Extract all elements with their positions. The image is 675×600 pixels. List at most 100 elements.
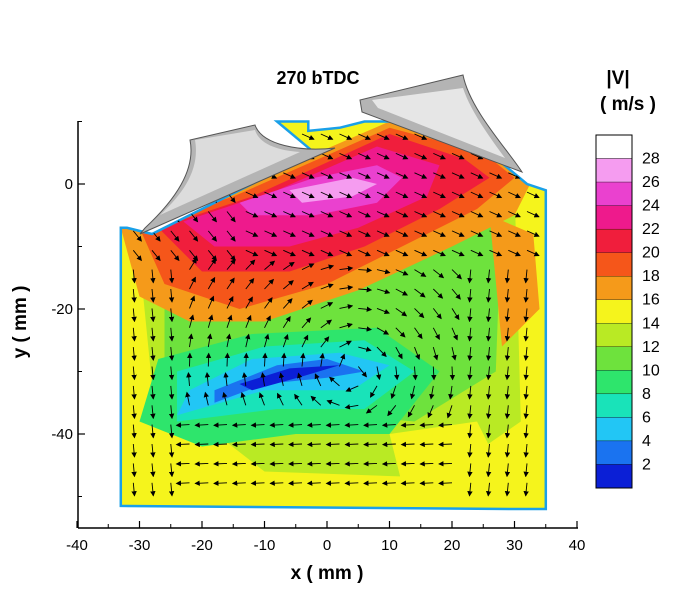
velocity-vector xyxy=(150,288,156,303)
velocity-vector xyxy=(226,258,236,270)
velocity-vector xyxy=(283,230,296,237)
velocity-vector xyxy=(283,191,296,199)
velocity-vector xyxy=(414,133,428,140)
velocity-vector xyxy=(194,461,209,467)
colorbar-label: 24 xyxy=(642,198,660,215)
velocity-vector xyxy=(489,172,503,179)
velocity-vector xyxy=(151,191,161,204)
velocity-vector xyxy=(485,327,492,342)
velocity-vector xyxy=(301,299,313,309)
velocity-vector xyxy=(414,152,428,160)
velocity-vector xyxy=(213,422,228,428)
velocity-vector xyxy=(358,211,371,218)
velocity-vector xyxy=(376,191,390,199)
colorbar-swatch xyxy=(595,323,633,347)
velocity-vector xyxy=(429,385,435,400)
velocity-vector xyxy=(264,260,276,270)
velocity-vector xyxy=(283,249,296,257)
velocity-vector xyxy=(339,211,353,218)
speed-region-4 xyxy=(214,359,365,403)
velocity-vector xyxy=(526,249,540,257)
velocity-vector xyxy=(150,463,156,478)
velocity-vector xyxy=(301,249,315,257)
velocity-vector xyxy=(451,152,465,160)
velocity-vector xyxy=(485,482,492,497)
velocity-vector xyxy=(203,391,209,406)
colorbar-swatch xyxy=(595,181,633,206)
velocity-vector xyxy=(131,385,137,400)
velocity-vector xyxy=(339,230,353,237)
velocity-vector xyxy=(320,283,334,290)
colorbar-label: 20 xyxy=(642,245,660,262)
velocity-vector xyxy=(226,295,234,309)
velocity-vector xyxy=(222,391,228,406)
velocity-vector xyxy=(207,211,217,223)
velocity-vector xyxy=(470,172,484,179)
velocity-vector xyxy=(131,308,137,323)
velocity-vector xyxy=(339,285,354,291)
velocity-vector xyxy=(395,288,408,296)
velocity-vector xyxy=(250,422,265,428)
velocity-vector xyxy=(175,461,190,467)
colorbar-label: 16 xyxy=(642,292,660,309)
velocity-vector xyxy=(358,249,371,257)
velocity-vector xyxy=(320,191,334,199)
velocity-vector xyxy=(485,405,492,420)
velocity-vector xyxy=(358,152,371,160)
velocity-vector xyxy=(213,480,228,486)
colorbar-label: 28 xyxy=(642,151,660,168)
velocity-vector xyxy=(504,463,511,478)
velocity-vector xyxy=(470,152,484,160)
velocity-vector xyxy=(245,277,255,290)
velocity-vector xyxy=(504,269,511,284)
velocity-vector xyxy=(283,172,296,179)
velocity-vector xyxy=(151,250,161,262)
velocity-vector xyxy=(168,424,175,439)
velocity-vector xyxy=(414,269,427,277)
velocity-vector xyxy=(504,424,511,439)
velocity-vector xyxy=(376,269,391,275)
velocity-vector xyxy=(504,366,511,381)
velocity-vector xyxy=(504,385,511,400)
x-tick-label: -10 xyxy=(254,537,276,554)
velocity-vector xyxy=(168,288,175,303)
velocity-vector xyxy=(264,297,273,309)
x-axis-label: x ( mm ) xyxy=(291,563,364,584)
velocity-vector xyxy=(485,366,492,381)
velocity-vector xyxy=(170,172,180,184)
y-axis-label: y ( mm ) xyxy=(10,286,31,359)
velocity-vector xyxy=(438,422,453,428)
velocity-vector xyxy=(344,422,359,428)
velocity-vector xyxy=(170,230,180,242)
velocity-vector xyxy=(150,424,156,439)
velocity-vector xyxy=(449,366,456,381)
y-tick-label: -40 xyxy=(51,426,73,443)
velocity-vector xyxy=(470,191,484,199)
velocity-vector xyxy=(151,172,161,184)
velocity-vector xyxy=(226,314,233,328)
velocity-vector xyxy=(170,133,180,145)
velocity-vector xyxy=(320,336,330,348)
velocity-vector xyxy=(224,352,231,367)
velocity-vector xyxy=(489,230,503,237)
velocity-vector xyxy=(523,463,529,478)
velocity-vector xyxy=(245,249,259,257)
velocity-vector xyxy=(278,372,285,386)
velocity-vector xyxy=(231,480,246,486)
velocity-vector xyxy=(168,482,175,497)
velocity-vector xyxy=(189,314,195,328)
velocity-vector xyxy=(433,152,446,160)
velocity-vector xyxy=(467,347,473,361)
velocity-vector xyxy=(131,347,137,361)
velocity-vector xyxy=(432,346,439,361)
velocity-vector xyxy=(320,152,334,160)
velocity-vector xyxy=(344,404,359,410)
colorbar-swatch xyxy=(595,464,633,489)
velocity-vector xyxy=(301,317,312,329)
speed-region-18 xyxy=(489,215,540,347)
velocity-vector xyxy=(363,441,378,448)
velocity-vector xyxy=(414,249,428,257)
velocity-vector xyxy=(395,230,409,237)
velocity-vector xyxy=(504,347,511,361)
velocity-vector xyxy=(358,230,371,237)
